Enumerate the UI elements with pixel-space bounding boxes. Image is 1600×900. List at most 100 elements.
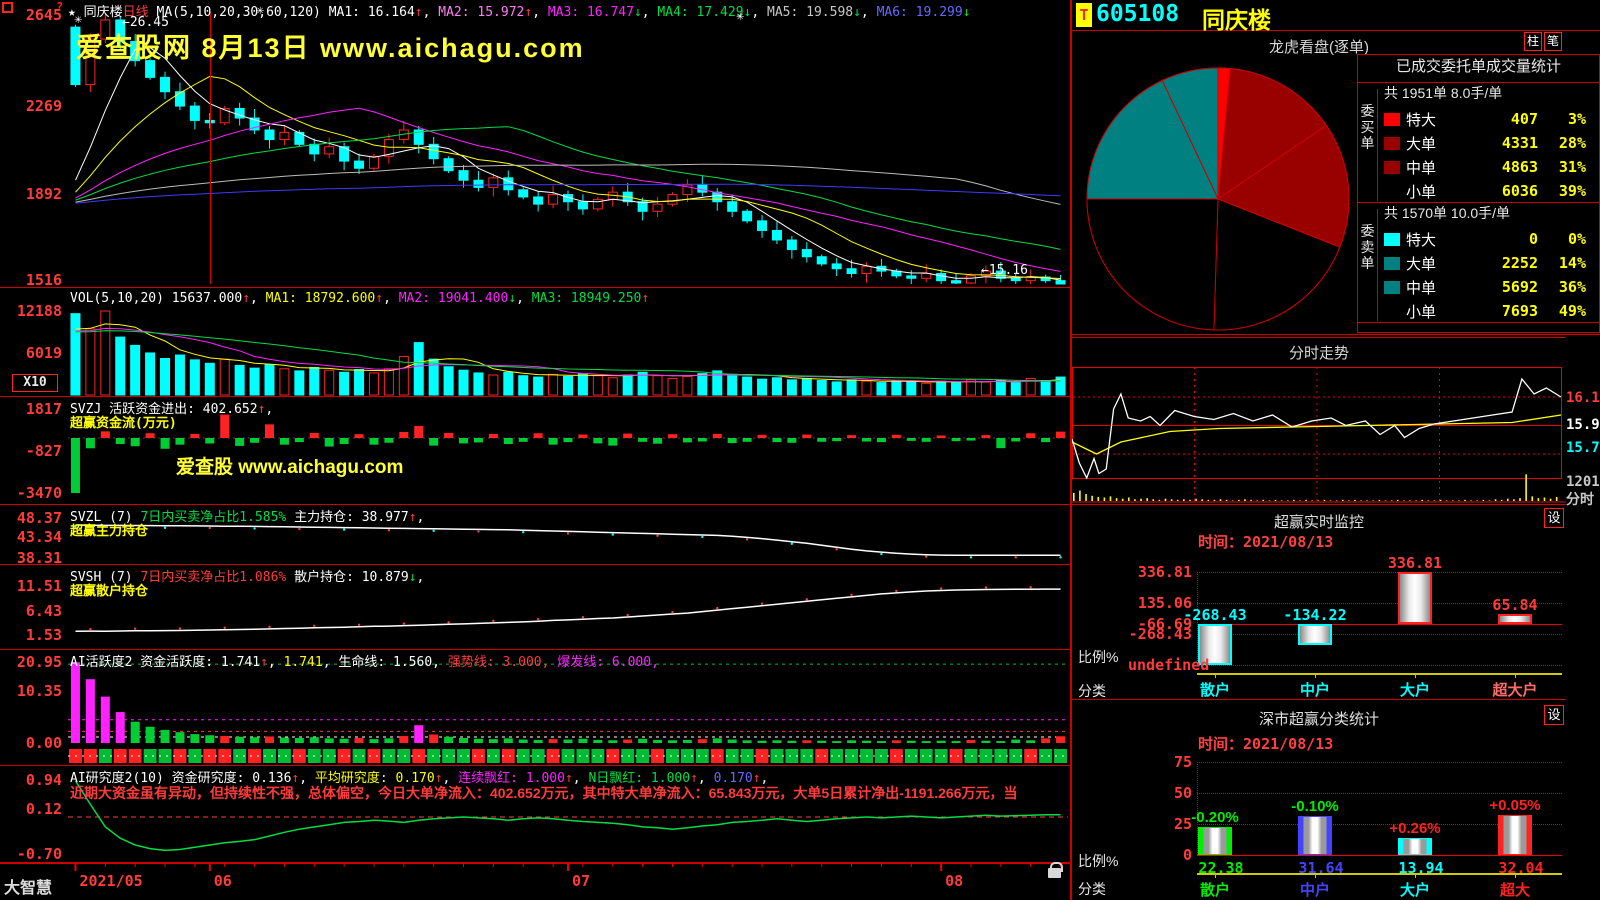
order-count: 4863 (1501, 158, 1538, 176)
signal-block (218, 749, 232, 763)
activity-bar (488, 739, 498, 743)
activity-bar (682, 739, 692, 743)
volume-bar (518, 375, 529, 396)
fund-flow-bar (832, 438, 842, 442)
event-marker-icon: ✳ (74, 15, 83, 26)
fund-flow-bar (712, 433, 722, 438)
fund-flow-bar (921, 438, 931, 442)
svzl-chart[interactable] (0, 504, 1070, 564)
data-dot (805, 598, 809, 601)
data-dot (387, 529, 391, 532)
volume-bar (189, 359, 200, 396)
header-segment: SVSH (7) (70, 570, 141, 585)
grid-line (1197, 603, 1562, 605)
fenshi-vol-bar (1152, 499, 1155, 501)
signal-block (486, 749, 500, 763)
lock-icon[interactable] (1048, 862, 1063, 878)
fund-flow-bar (369, 438, 379, 445)
signal-block (367, 749, 381, 763)
svsh-chart[interactable] (0, 564, 1070, 649)
stock-code: 605108 (1096, 1, 1180, 27)
side-label: 委卖单 (1358, 209, 1378, 321)
candle-body (458, 170, 469, 181)
grid-line (1197, 824, 1562, 825)
axis-label: 11.51 (16, 577, 62, 595)
volume-bar (85, 328, 96, 396)
activity-bar (1056, 736, 1066, 743)
volume-bar (219, 358, 230, 396)
fund-flow-bar (682, 438, 692, 443)
activity-bar (1011, 739, 1021, 743)
monitor-settings-button[interactable]: 设 (1544, 508, 1564, 528)
header-segment: 连续飘红: 1.000 (458, 771, 565, 786)
volume-bar (697, 373, 708, 396)
fund-flow-bar (862, 438, 872, 442)
ai-huoyue-chart[interactable] (0, 649, 1070, 765)
signal-block (1009, 749, 1023, 763)
group-total: 共 1570单 10.0手/单 (1384, 205, 1511, 221)
longhu-panel: 龙虎看盘(逐单) 柱 笔 已成交委托单成交量统计 委买单共 1951单 8.0手/… (1072, 30, 1600, 335)
signal-block (322, 749, 336, 763)
fenshi-chart[interactable] (1072, 338, 1566, 503)
fenshi-vol-bar (1464, 499, 1466, 501)
ai-huoyue-header: AI活跃度2 资金活跃度: 1.741↑, 1.741, 生命线: 1.560,… (70, 651, 659, 670)
activity-bar (324, 738, 334, 743)
fund-flow-bar (354, 434, 364, 438)
fenshi-vol-bar (1329, 500, 1332, 501)
category-label: 中户 (1299, 882, 1330, 899)
signal-block (352, 749, 366, 763)
activity-bar (996, 741, 1006, 743)
volume-bar (682, 375, 693, 396)
activity-bar (906, 740, 916, 743)
svzj-chart[interactable] (0, 396, 1070, 504)
order-pie-chart[interactable] (1072, 31, 1357, 336)
kline-chart[interactable] (0, 0, 1070, 287)
header-segment: , (383, 291, 399, 306)
ai-yanjiu-chart[interactable] (0, 765, 1070, 862)
signal-block (277, 749, 291, 763)
fund-flow-bar (488, 433, 498, 438)
fenshi-vol-bar (1103, 497, 1106, 501)
fund-flow-bar (399, 431, 409, 438)
data-dot (133, 627, 137, 630)
fund-flow-bar (906, 438, 916, 441)
activity-bar (100, 696, 110, 743)
monitor-bar (1198, 624, 1232, 666)
volume-bar (383, 368, 394, 396)
volume-chart[interactable] (0, 287, 1070, 396)
fund-flow-bar (593, 438, 603, 444)
class-label: 分类 (1078, 881, 1106, 897)
header-segment: 散户持仓: 10.879 (286, 570, 409, 585)
header-segment: , (860, 5, 877, 20)
data-dot (178, 627, 182, 630)
candle-body (70, 26, 81, 86)
axis-value: 75 (1173, 753, 1192, 771)
shenshi-bar (1498, 815, 1532, 855)
bar-mode-button[interactable]: 柱 (1524, 32, 1542, 51)
order-pct: 14% (1558, 254, 1586, 272)
fund-flow-bar (563, 438, 573, 443)
header-segment: ↑ (414, 5, 423, 20)
data-dot (522, 531, 525, 534)
volume-bar (667, 377, 678, 396)
fund-flow-bar (1041, 438, 1051, 443)
fenshi-vol-bar (1097, 496, 1100, 501)
data-dot (357, 623, 361, 627)
header-segment: MA2: 15.972 (438, 5, 525, 20)
fenshi-vol-bar (1519, 498, 1521, 501)
category-label: 散户 (1199, 882, 1230, 899)
candle-body (861, 265, 872, 274)
fenshi-vol-bar (1476, 500, 1479, 501)
header-segment: MA3: 18949.250 (531, 291, 642, 306)
zero-line (1197, 855, 1562, 856)
volume-bar (1040, 380, 1051, 396)
header-segment: AI研究度2(10) 资金研究度: 0.136 (70, 771, 292, 786)
activity-bar (459, 737, 469, 743)
candle-body (682, 184, 693, 196)
header-segment: , (516, 291, 532, 306)
signal-block (248, 749, 262, 763)
fenshi-vol-bar (1555, 496, 1558, 501)
tick-mode-button[interactable]: 笔 (1544, 32, 1562, 51)
timeline-axis (0, 862, 1070, 900)
shenshi-settings-button[interactable]: 设 (1544, 705, 1564, 725)
